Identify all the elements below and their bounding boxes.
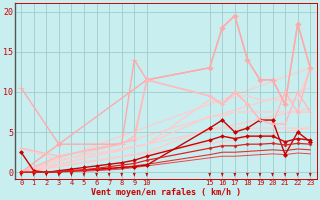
X-axis label: Vent moyen/en rafales ( km/h ): Vent moyen/en rafales ( km/h ) bbox=[91, 188, 241, 197]
